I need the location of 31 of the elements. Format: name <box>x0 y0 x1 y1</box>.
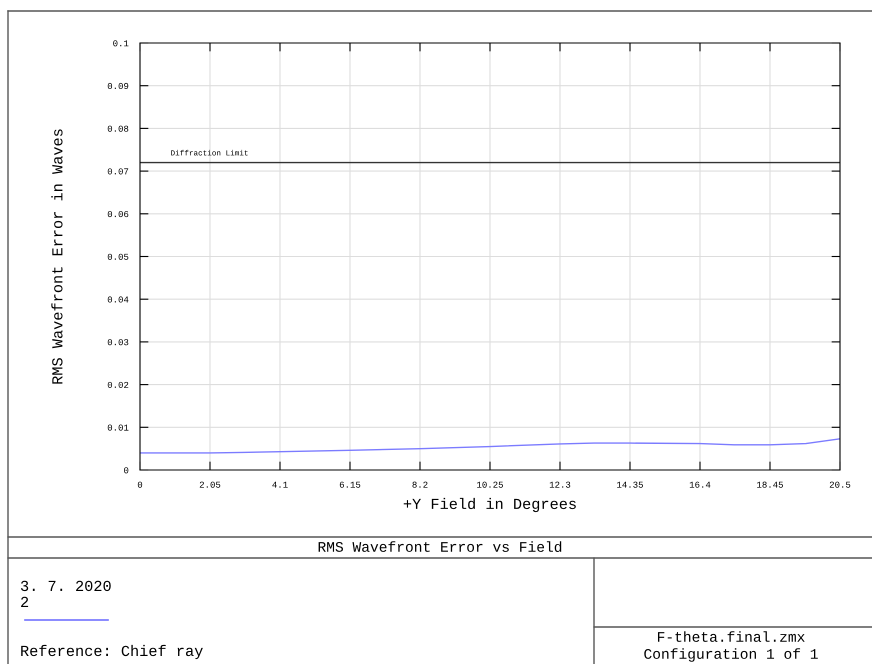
x-tick-label: 20.5 <box>830 482 850 488</box>
text: Configuration 1 of 1 <box>644 648 818 662</box>
text: Reference: Chief ray <box>21 644 203 660</box>
x-tick-label: 6.15 <box>340 482 360 488</box>
y-tick-label: 0.1 <box>113 40 128 46</box>
text: RMS Wavefront Error vs Field <box>318 541 562 552</box>
text: 2 <box>21 596 28 607</box>
line-series <box>140 438 840 454</box>
x-axis-title: +Y Field in Degrees <box>404 498 576 512</box>
y-tick-label: 0 <box>124 467 128 474</box>
y-tick-label: 0.05 <box>108 254 128 260</box>
x-tick-label: 18.45 <box>757 482 783 488</box>
y-tick-label: 0.01 <box>108 424 128 431</box>
x-tick-label: 0 <box>138 482 142 488</box>
x-tick-label: 4.1 <box>272 482 288 488</box>
y-tick-label: 0.03 <box>108 339 128 346</box>
y-tick-label: 0.06 <box>108 211 128 218</box>
x-tick-label: 10.25 <box>477 482 503 488</box>
x-tick-label: 14.35 <box>617 482 643 488</box>
y-tick-label: 0.07 <box>108 168 128 174</box>
y-axis-title: RMS Wavefront Error in Waves <box>51 129 63 384</box>
x-tick-label: 2.05 <box>200 482 220 488</box>
y-tick-label: 0.09 <box>108 82 128 90</box>
x-tick-label: 16.4 <box>690 482 710 488</box>
text: F-theta.final.zmx <box>658 631 805 642</box>
y-tick-label: 0.08 <box>108 126 128 132</box>
y-tick-label: 0.04 <box>108 296 128 303</box>
x-tick-label: 8.2 <box>412 482 428 488</box>
y-tick-label: 0.02 <box>108 382 128 388</box>
text: 3. 7. 2020 <box>20 580 111 592</box>
x-tick-label: 12.3 <box>550 482 570 488</box>
